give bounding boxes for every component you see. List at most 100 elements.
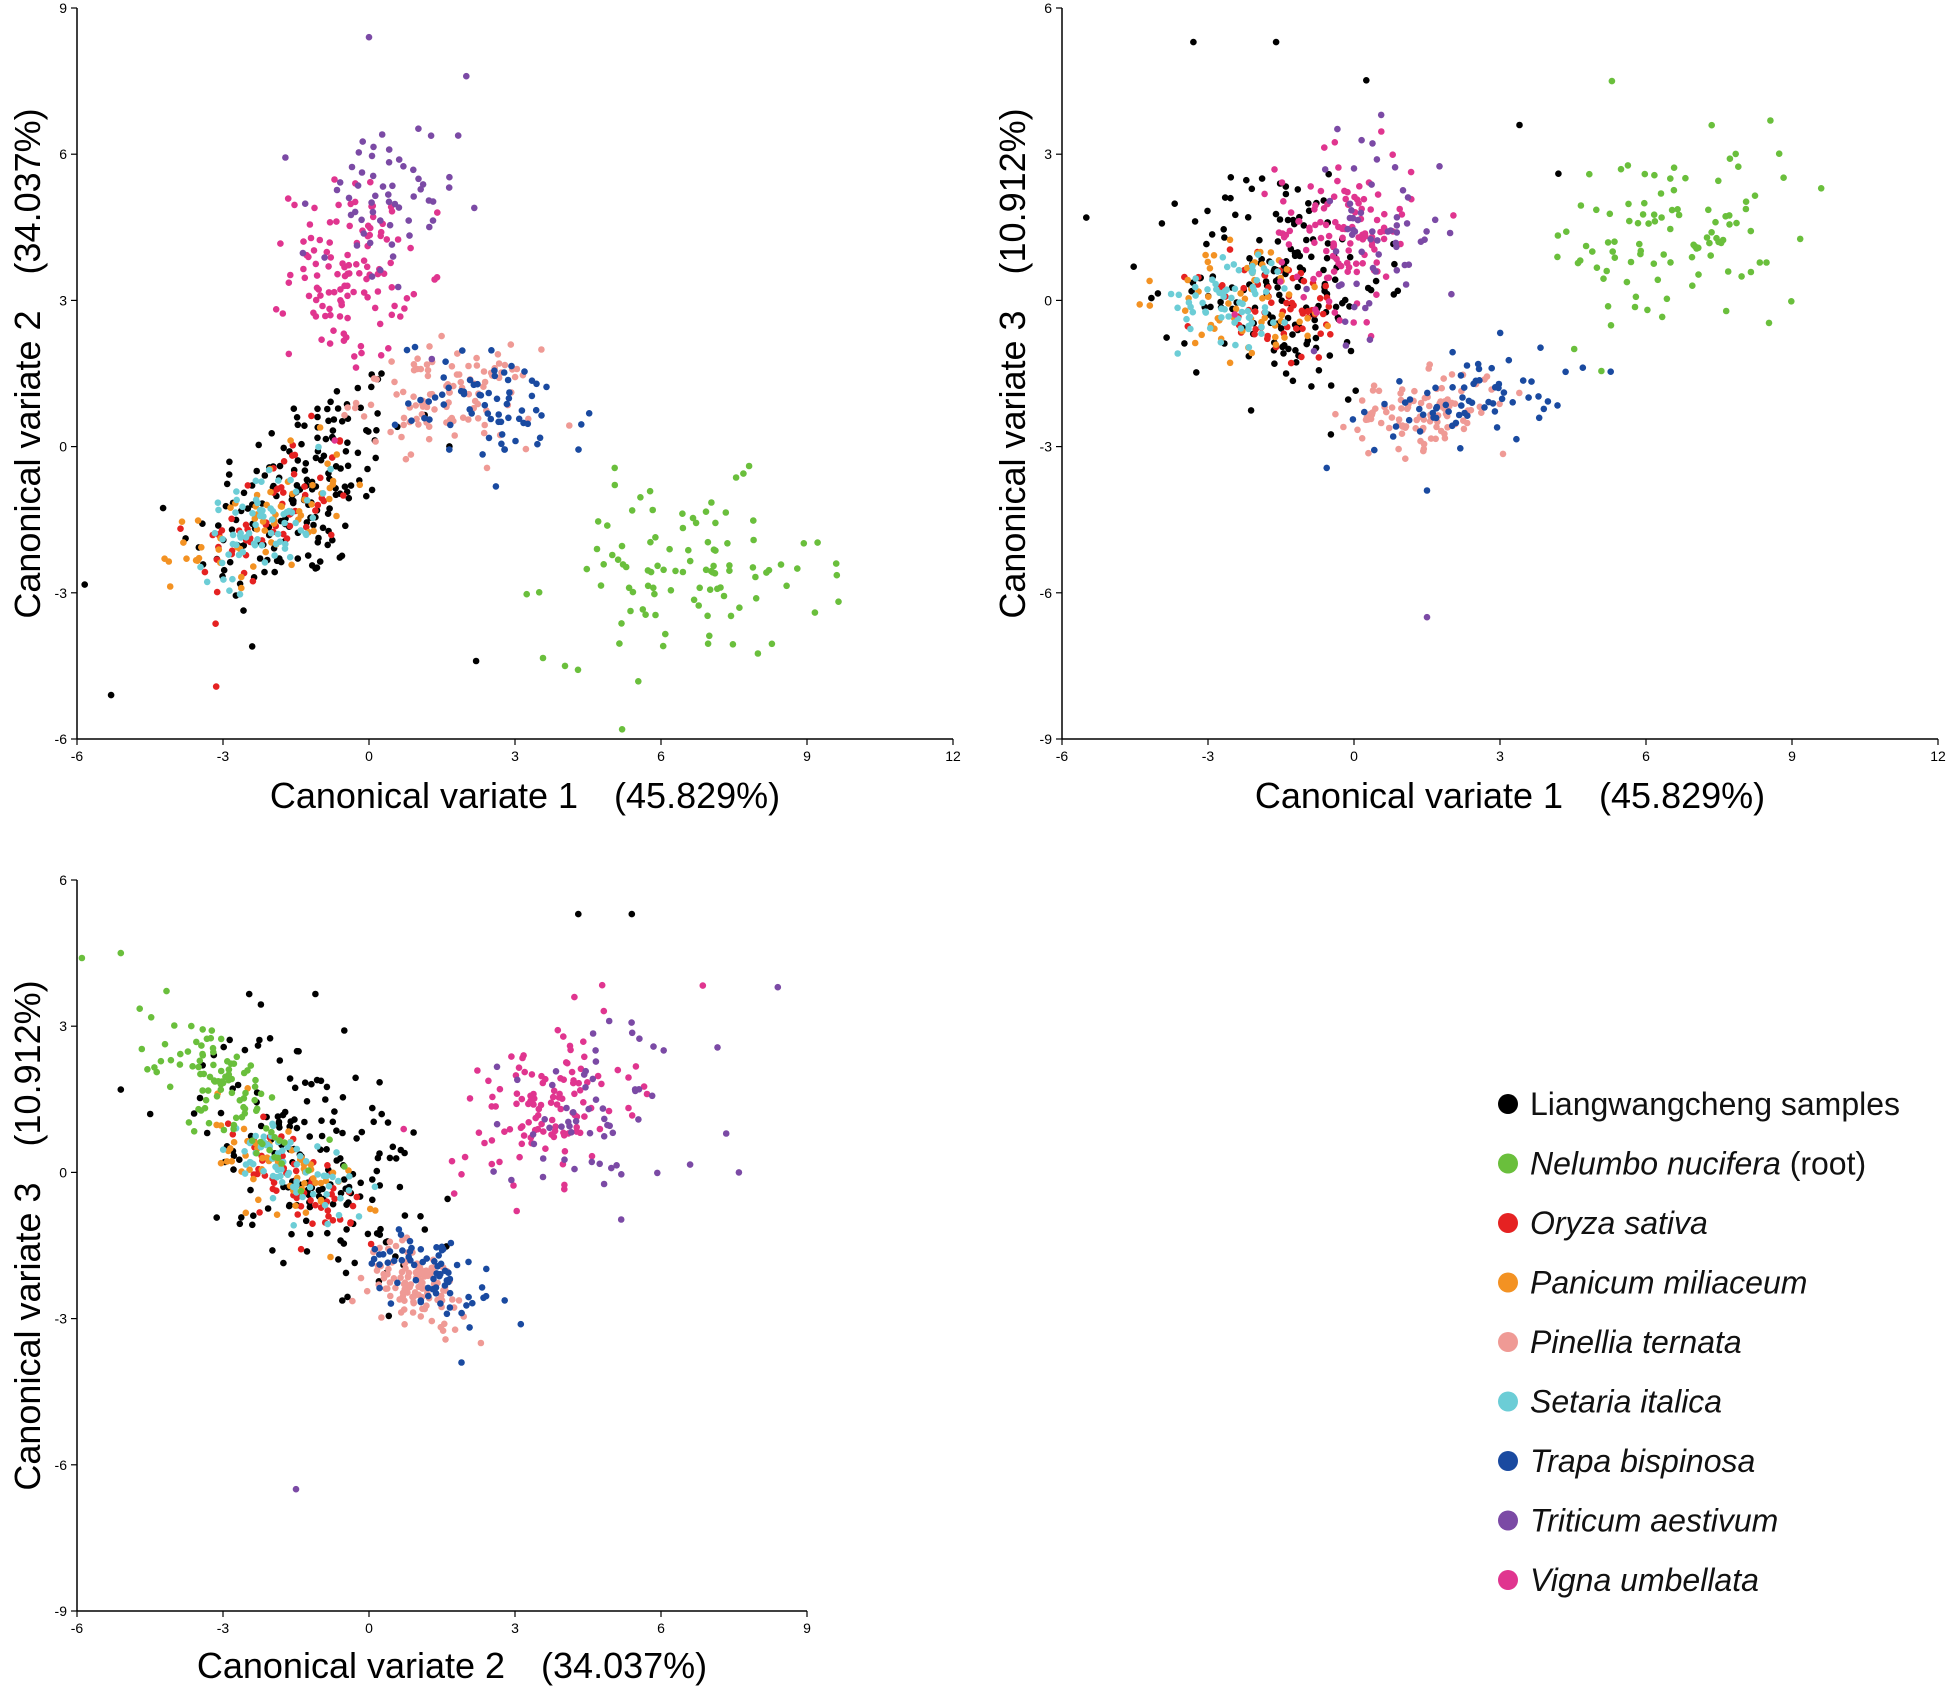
data-point: [309, 514, 317, 522]
data-point: [377, 217, 384, 224]
data-point: [369, 213, 377, 221]
data-point: [117, 1086, 125, 1093]
data-point: [225, 1066, 233, 1073]
data-point: [178, 518, 186, 525]
data-point: [1747, 268, 1755, 276]
data-point: [1248, 349, 1256, 357]
data-point: [291, 1084, 299, 1092]
x-tick-label: -6: [1056, 748, 1069, 764]
data-point: [479, 451, 486, 458]
data-point: [1321, 166, 1329, 173]
data-point: [245, 990, 253, 998]
data-point: [1398, 405, 1405, 412]
data-point: [247, 1186, 254, 1194]
data-point: [268, 1128, 275, 1136]
data-point: [352, 399, 360, 407]
data-point: [269, 1194, 277, 1202]
data-point: [466, 376, 474, 384]
data-point: [374, 288, 382, 295]
data-point: [1402, 455, 1409, 463]
data-point: [1217, 298, 1224, 306]
data-point: [1154, 290, 1162, 297]
data-point: [1600, 275, 1607, 283]
data-point: [1254, 251, 1262, 258]
data-point: [465, 416, 472, 423]
data-point: [368, 273, 376, 280]
data-point: [702, 508, 710, 515]
data-point: [459, 347, 466, 354]
data-point: [261, 472, 269, 479]
data-point: [599, 1105, 607, 1112]
data-point: [411, 343, 419, 351]
data-point: [272, 540, 280, 548]
data-point: [695, 602, 702, 609]
data-point: [1796, 235, 1804, 243]
data-point: [1707, 252, 1714, 259]
data-point: [508, 1176, 515, 1184]
data-point: [548, 1116, 556, 1124]
legend-marker: [1498, 1510, 1518, 1531]
data-point: [399, 1236, 406, 1244]
data-point: [1436, 163, 1443, 170]
data-point: [501, 446, 509, 453]
data-point: [354, 182, 362, 189]
data-point: [312, 990, 319, 998]
y-tick-label: -6: [55, 1457, 68, 1473]
data-point: [722, 1130, 730, 1137]
data-point: [1271, 166, 1278, 173]
data-point: [315, 443, 322, 451]
data-point: [407, 244, 414, 252]
legend-marker: [1498, 1094, 1518, 1114]
data-point: [1499, 450, 1507, 458]
data-point: [1366, 413, 1373, 421]
data-point: [1391, 164, 1399, 171]
data-point: [401, 1149, 408, 1157]
data-point: [835, 598, 842, 605]
data-point: [347, 1219, 354, 1226]
data-point: [389, 253, 397, 260]
data-point: [354, 449, 362, 457]
data-point: [259, 1154, 266, 1162]
data-point: [586, 1129, 594, 1137]
data-point: [394, 1279, 401, 1287]
data-point: [213, 1093, 221, 1100]
data-point: [1513, 435, 1520, 443]
data-point: [298, 440, 305, 448]
data-point: [1389, 151, 1396, 158]
data-point: [1311, 239, 1318, 246]
data-point: [1286, 227, 1294, 235]
data-point: [313, 272, 321, 279]
data-point: [339, 1129, 346, 1137]
data-point: [261, 568, 268, 576]
data-point: [1388, 404, 1396, 411]
data-point: [329, 427, 337, 434]
data-point: [341, 483, 349, 491]
data-point: [1083, 214, 1090, 221]
data-point: [435, 1252, 443, 1259]
data-point: [1636, 240, 1643, 248]
data-point: [1311, 316, 1318, 324]
data-point: [399, 388, 407, 396]
data-point: [1396, 205, 1403, 213]
data-point: [475, 1129, 483, 1136]
data-point: [1324, 240, 1332, 247]
data-point: [625, 1104, 632, 1112]
data-point: [358, 1128, 366, 1136]
data-point: [518, 1140, 526, 1148]
data-point: [485, 389, 493, 397]
data-point: [1310, 347, 1318, 355]
data-point: [1296, 252, 1304, 260]
data-point: [1289, 216, 1297, 224]
data-point: [433, 1270, 440, 1277]
data-point: [78, 954, 86, 962]
data-point: [1420, 445, 1428, 453]
data-point: [294, 421, 302, 429]
data-point: [336, 179, 344, 186]
data-point: [353, 1193, 361, 1201]
data-point: [514, 1076, 521, 1084]
data-point: [351, 198, 359, 206]
data-point: [752, 595, 760, 602]
data-point: [507, 341, 515, 348]
data-point: [1726, 212, 1733, 219]
